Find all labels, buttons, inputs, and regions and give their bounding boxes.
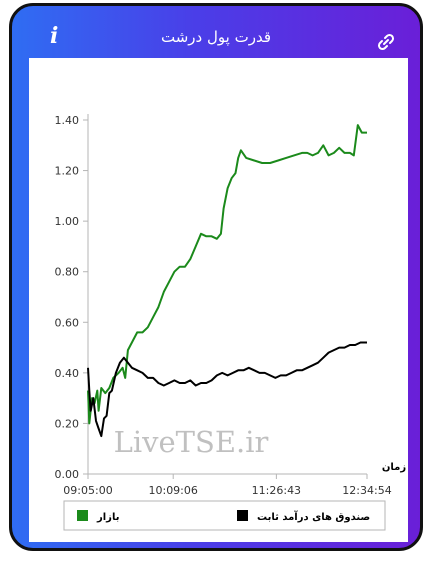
widget-title: قدرت پول درشت [12, 28, 420, 46]
y-tick-label: 1.40 [55, 114, 80, 127]
link-icon[interactable] [376, 32, 396, 52]
series-line-fixed-income [88, 343, 367, 437]
widget-header: i قدرت پول درشت [12, 6, 420, 62]
x-axis: 09:05:00 10:09:06 11:26:43 12:34:54 [63, 474, 391, 497]
y-tick-label: 1.00 [55, 215, 80, 228]
x-tick-label: 12:34:54 [342, 484, 391, 497]
y-tick-label: 0.60 [55, 316, 80, 329]
y-tick-label: 1.20 [55, 165, 80, 178]
x-tick-label: 09:05:00 [63, 484, 112, 497]
series-line-market [88, 125, 367, 423]
chart: 0.00 0.20 0.40 0.60 0.80 1.00 1.20 1.40 09:05:0… [29, 58, 408, 542]
series-group [88, 125, 367, 436]
y-tick-label: 0.20 [55, 417, 80, 430]
legend-item-market-label: بازار [96, 512, 119, 523]
chart-panel: 0.00 0.20 0.40 0.60 0.80 1.00 1.20 1.40 09:05:0… [29, 58, 408, 542]
x-tick-label: 11:26:43 [252, 484, 301, 497]
y-axis: 0.00 0.20 0.40 0.60 0.80 1.00 1.20 1.40 [55, 114, 89, 481]
y-tick-label: 0.40 [55, 367, 80, 380]
x-axis-label: زمان [382, 462, 406, 473]
watermark: LiveTSE.ir [114, 425, 269, 459]
legend-item-market-swatch [77, 510, 88, 521]
y-tick-label: 0.00 [55, 468, 80, 481]
y-tick-label: 0.80 [55, 266, 80, 279]
widget-card: i قدرت پول درشت 0.00 0.20 0.40 0.60 0.80 1.00… [9, 3, 423, 551]
legend-item-fixed-income-swatch [237, 510, 248, 521]
x-tick-label: 10:09:06 [148, 484, 197, 497]
legend-item-fixed-income-label: صندوق های درآمد ثابت [257, 510, 370, 523]
